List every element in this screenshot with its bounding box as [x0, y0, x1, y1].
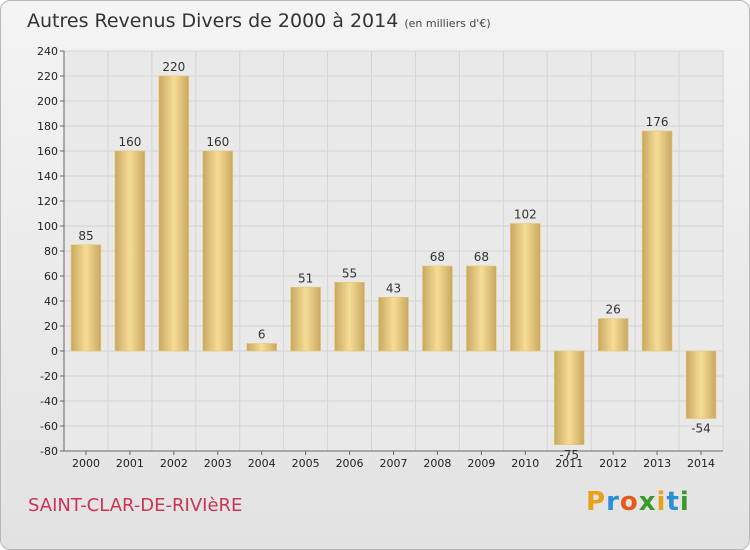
bar: [334, 281, 365, 352]
bar: [597, 318, 629, 352]
data-label: 85: [78, 229, 93, 243]
bar: [685, 350, 717, 419]
y-tick-label: 240: [37, 45, 58, 58]
x-tick-label: 2011: [555, 457, 583, 470]
x-tick-label: 2005: [292, 457, 320, 470]
data-label: 68: [474, 250, 489, 264]
data-label: 6: [258, 328, 266, 342]
y-tick-label: -40: [40, 395, 58, 408]
data-label: 176: [646, 115, 669, 129]
y-tick-label: 180: [37, 120, 58, 133]
bar: [158, 75, 190, 352]
data-label: 102: [514, 208, 537, 222]
data-label: 220: [162, 60, 185, 74]
x-tick-label: 2006: [336, 457, 364, 470]
bar: [422, 265, 453, 352]
y-tick-label: 100: [37, 220, 58, 233]
y-tick-label: 140: [37, 170, 58, 183]
y-tick-label: 200: [37, 95, 58, 108]
x-tick-label: 2009: [467, 457, 495, 470]
y-tick-label: -20: [40, 370, 58, 383]
bar: [510, 223, 541, 352]
data-label: -54: [691, 422, 711, 436]
x-tick-label: 2008: [423, 457, 451, 470]
y-tick-label: 0: [51, 345, 58, 358]
logo-letter: x: [638, 487, 657, 517]
y-tick-label: 120: [37, 195, 58, 208]
data-label: 68: [430, 250, 445, 264]
commune-name: SAINT-CLAR-DE-RIVIèRE: [28, 495, 243, 516]
bar: [114, 150, 146, 352]
x-tick-label: 2012: [599, 457, 627, 470]
chart-title-block: Autres Revenus Divers de 2000 à 2014 (en …: [27, 10, 491, 32]
bar: [70, 244, 102, 352]
y-tick-label: 60: [44, 270, 58, 283]
data-label: 43: [386, 281, 401, 295]
y-tick-label: -80: [40, 445, 58, 458]
logo-letter: r: [606, 487, 620, 517]
x-tick-label: 2007: [380, 457, 408, 470]
y-tick-label: 160: [37, 145, 58, 158]
data-label: 160: [118, 135, 141, 149]
x-tick-label: 2002: [160, 457, 188, 470]
bar: [378, 296, 409, 352]
y-tick-label: 220: [37, 70, 58, 83]
y-tick-label: 40: [44, 295, 58, 308]
logo-letter: i: [656, 487, 667, 517]
chart-title: Autres Revenus Divers de 2000 à 2014: [27, 10, 399, 32]
x-tick-label: 2013: [643, 457, 671, 470]
data-label: 51: [298, 271, 313, 285]
chart-subtitle: (en milliers d'€): [404, 17, 491, 30]
proxiti-logo: Proxiti: [586, 487, 690, 517]
y-tick-label: -60: [40, 420, 58, 433]
x-tick-label: 2014: [687, 457, 715, 470]
logo-letter: o: [619, 487, 639, 517]
x-tick-label: 2000: [72, 457, 100, 470]
logo-letter: t: [666, 487, 680, 517]
bar: [202, 150, 234, 352]
data-label: 55: [342, 266, 357, 280]
bar: [466, 265, 497, 352]
bar: [553, 350, 585, 446]
data-label: 160: [206, 135, 229, 149]
data-label: 26: [606, 303, 621, 317]
bar: [641, 130, 673, 352]
x-tick-label: 2004: [248, 457, 276, 470]
y-tick-label: 20: [44, 320, 58, 333]
y-tick-label: 80: [44, 245, 58, 258]
logo-letter: i: [679, 487, 690, 517]
x-tick-label: 2010: [511, 457, 539, 470]
logo-letter: P: [586, 487, 607, 517]
x-tick-label: 2003: [204, 457, 232, 470]
bar: [290, 286, 321, 352]
bar: [246, 343, 277, 352]
x-tick-label: 2001: [116, 457, 144, 470]
